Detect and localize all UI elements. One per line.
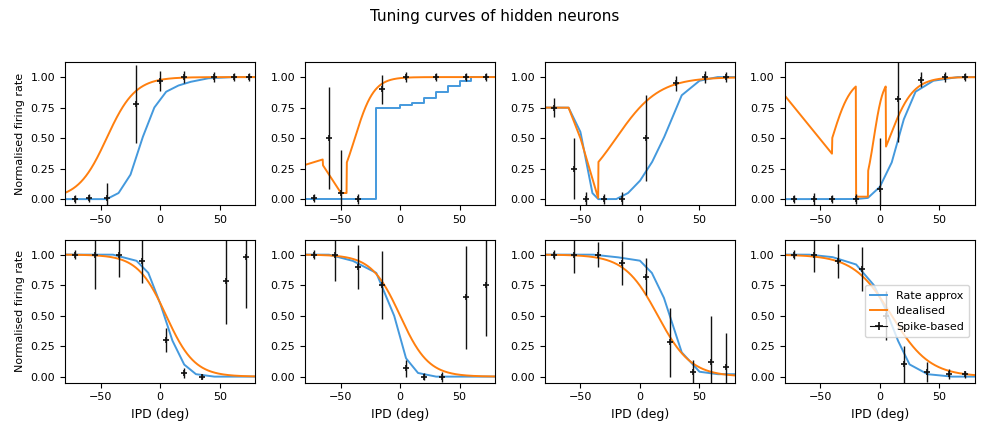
X-axis label: IPD (deg): IPD (deg)	[611, 408, 669, 421]
Legend: Rate approx, Idealised, Spike-based: Rate approx, Idealised, Spike-based	[865, 285, 969, 337]
X-axis label: IPD (deg): IPD (deg)	[371, 408, 430, 421]
X-axis label: IPD (deg): IPD (deg)	[850, 408, 909, 421]
Y-axis label: Normalised firing rate: Normalised firing rate	[15, 73, 25, 195]
Text: Tuning curves of hidden neurons: Tuning curves of hidden neurons	[370, 9, 620, 24]
X-axis label: IPD (deg): IPD (deg)	[131, 408, 189, 421]
Y-axis label: Normalised firing rate: Normalised firing rate	[15, 250, 25, 372]
